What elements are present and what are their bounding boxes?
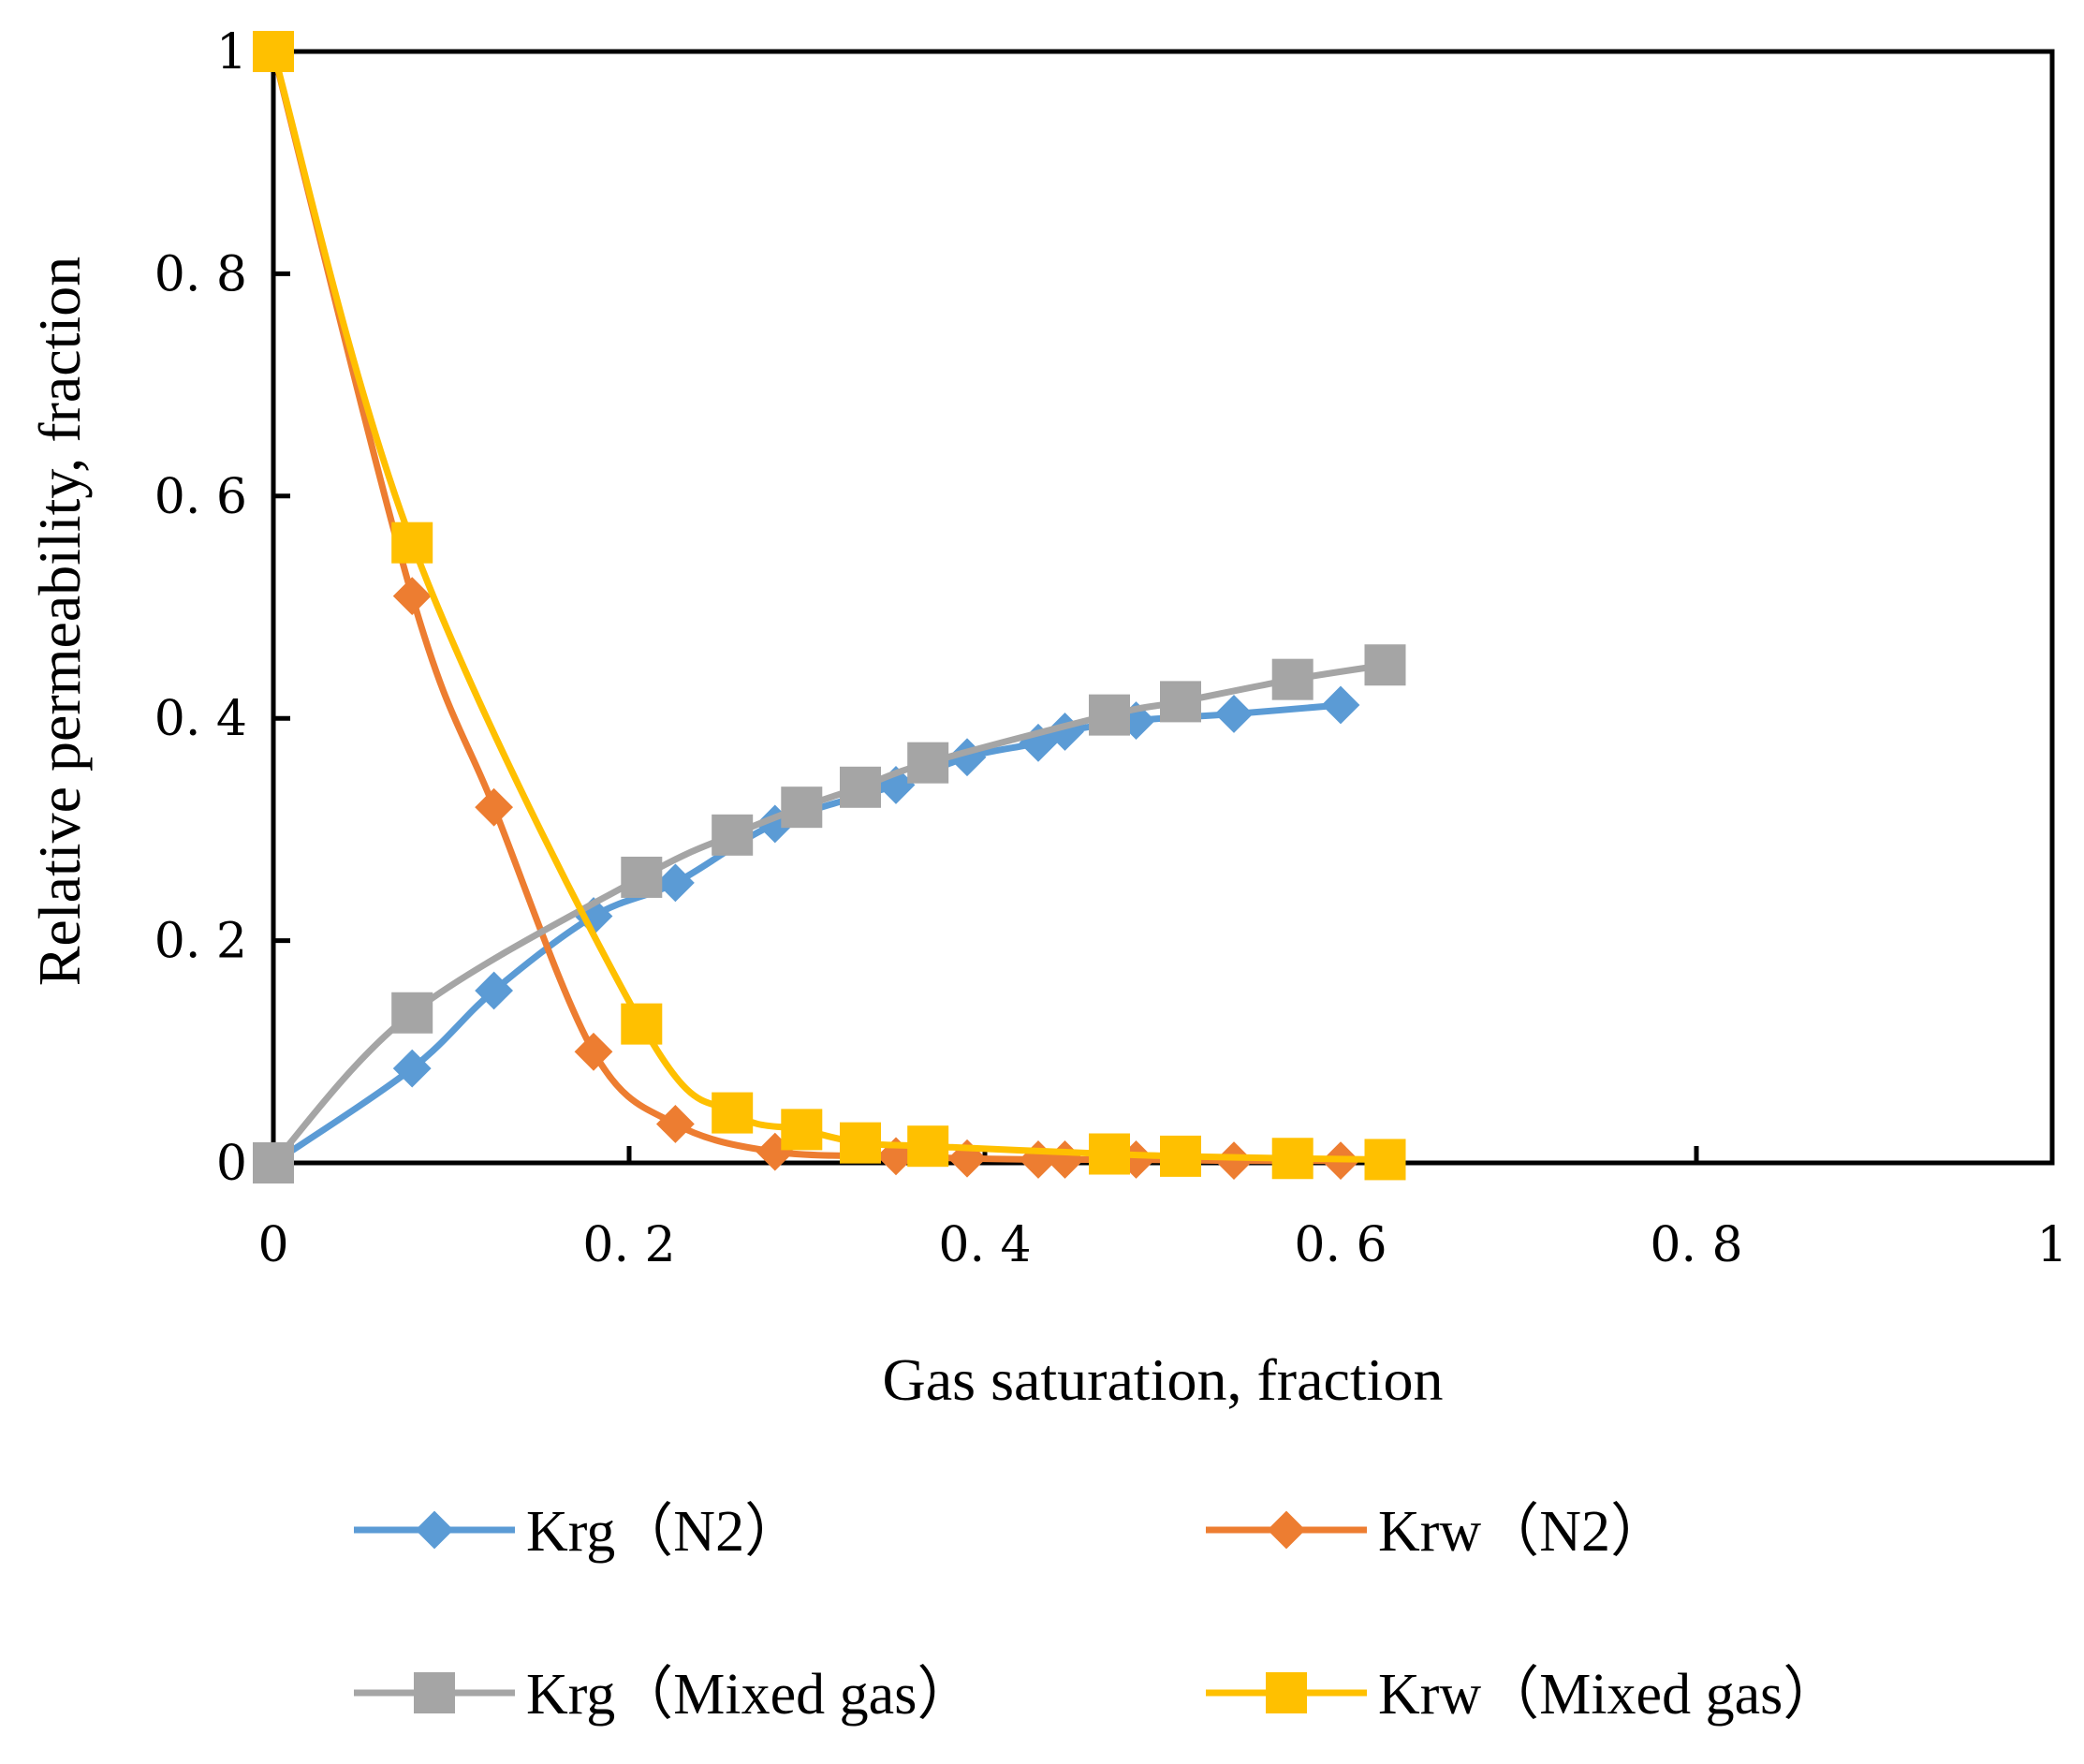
data-point — [781, 1109, 823, 1151]
data-point — [1160, 1135, 1201, 1177]
x-tick-label: 0. 4 — [938, 1217, 1031, 1273]
legend-swatch-marker — [1266, 1672, 1307, 1713]
x-axis-title: Gas saturation, fraction — [883, 1346, 1444, 1413]
legend-item: Krw（N2） — [1206, 1500, 1668, 1564]
y-tick-labels: 0 0. 2 0. 4 0. 6 0. 8 1 — [154, 24, 247, 1192]
x-tick-label: 0. 8 — [1650, 1217, 1742, 1273]
legend: Krg（N2） Krw（N2） Krg（Mixed gas） Krw（Mixed ga… — [354, 1500, 1841, 1727]
data-point — [1214, 695, 1254, 733]
legend-item: Krw（Mixed gas） — [1206, 1663, 1841, 1727]
legend-swatch-marker — [415, 1510, 454, 1550]
data-point — [781, 786, 823, 829]
y-tick-label: 0. 4 — [154, 691, 247, 747]
data-point — [475, 787, 514, 827]
legend-label: Krw（N2） — [1378, 1500, 1668, 1564]
data-point — [840, 1122, 881, 1164]
legend-item: Krg（N2） — [354, 1500, 802, 1564]
data-point — [1089, 694, 1130, 736]
y-tick-label: 0. 2 — [154, 914, 247, 970]
data-point — [475, 971, 514, 1010]
legend-item: Krg（Mixed gas） — [354, 1663, 975, 1727]
data-point — [1321, 685, 1360, 725]
data-point — [574, 1032, 613, 1071]
y-tick-label: 0. 6 — [154, 469, 247, 525]
data-point — [907, 742, 949, 784]
legend-swatch-marker — [414, 1672, 455, 1713]
data-point — [621, 1003, 663, 1045]
data-point — [1046, 1140, 1084, 1179]
data-point — [1364, 644, 1406, 686]
series-4 — [253, 31, 1406, 1181]
series-layer — [253, 31, 1406, 1183]
data-point — [1271, 658, 1314, 700]
x-tick-labels: 0 0. 2 0. 4 0. 6 0. 8 1 — [257, 1217, 2067, 1273]
series-1 — [254, 685, 1360, 1183]
data-point — [621, 856, 663, 898]
data-point — [655, 863, 695, 903]
x-tick-label: 0 — [257, 1217, 288, 1273]
legend-label: Krg（Mixed gas） — [526, 1663, 975, 1727]
x-tick-label: 0. 6 — [1294, 1217, 1387, 1273]
data-point — [391, 522, 433, 564]
axis-ticks — [271, 49, 2055, 1166]
legend-swatch-marker — [1267, 1510, 1306, 1550]
data-point — [392, 1049, 432, 1088]
data-point — [840, 766, 881, 808]
series-line — [271, 661, 1387, 1166]
y-tick-label: 1 — [216, 24, 247, 81]
plot-frame — [271, 49, 2055, 1166]
legend-label: Krg（N2） — [526, 1500, 802, 1564]
y-tick-label: 0. 8 — [154, 246, 247, 302]
data-point — [1089, 1133, 1130, 1175]
data-point — [1271, 1138, 1314, 1180]
y-tick-label: 0 — [216, 1136, 247, 1192]
series-3 — [253, 644, 1406, 1183]
data-point — [712, 814, 754, 856]
data-point — [655, 1105, 695, 1143]
x-tick-label: 1 — [2036, 1217, 2067, 1273]
data-point — [1364, 1139, 1406, 1181]
series-line — [272, 701, 1342, 1166]
y-axis-title: Relative permeability, fraction — [26, 257, 93, 987]
data-point — [712, 1092, 754, 1134]
data-point — [391, 992, 433, 1034]
data-point — [907, 1125, 949, 1168]
data-point — [253, 1142, 294, 1183]
legend-label: Krw（Mixed gas） — [1378, 1663, 1841, 1727]
data-point — [1160, 681, 1201, 723]
data-point — [253, 31, 294, 72]
x-tick-label: 0. 2 — [582, 1217, 675, 1273]
data-point — [392, 577, 432, 616]
